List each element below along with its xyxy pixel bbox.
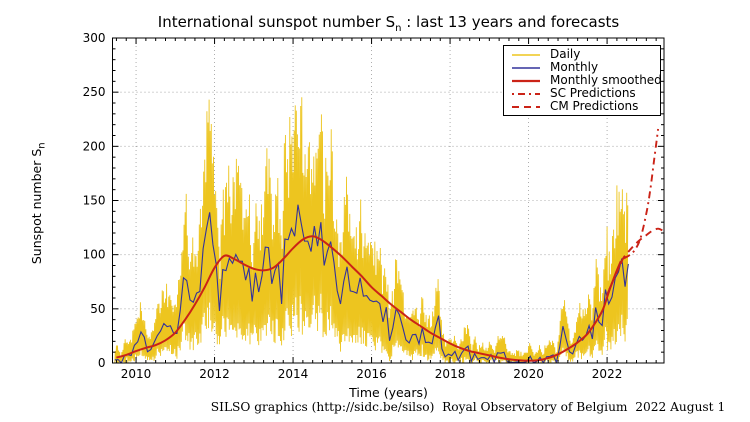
- tick-labels: 2010 2012 2014 2016 2018 2020 2022 0 50 100 150 200…: [83, 31, 623, 381]
- legend-line-sample-icon: [512, 53, 540, 56]
- x-tick-label: 2010: [121, 367, 152, 381]
- monthly-series-line: [114, 204, 629, 363]
- x-tick-label: 2014: [278, 367, 309, 381]
- legend-line-sample-icon: [512, 92, 540, 95]
- legend-label: Monthly smoothed: [550, 73, 662, 87]
- x-tick-label: 2018: [435, 367, 466, 381]
- y-tick-label: 0: [98, 356, 106, 370]
- legend-item-daily: Daily: [511, 48, 656, 61]
- x-tick-label: 2016: [356, 367, 387, 381]
- cm-predictions-line: [606, 227, 664, 296]
- chart-legend: Daily Monthly Monthly smoothed SC Predictio…: [503, 45, 662, 116]
- legend-line-sample-icon: [512, 66, 540, 69]
- legend-line-sample-icon: [512, 105, 540, 108]
- legend-label: Daily: [550, 47, 581, 61]
- chart-title-subscript: n: [395, 23, 402, 34]
- legend-item-monthly: Monthly: [511, 61, 656, 74]
- legend-label: SC Predictions: [550, 86, 636, 100]
- y-tick-label: 150: [83, 194, 106, 208]
- legend-item-cm-predictions: CM Predictions: [511, 100, 656, 113]
- chart-title-suffix: : last 13 years and forecasts: [401, 13, 620, 31]
- y-tick-label: 100: [83, 248, 106, 262]
- legend-item-sc-predictions: SC Predictions: [511, 87, 656, 100]
- monthly-smoothed-series-line: [116, 235, 622, 362]
- y-axis-label-text: Sunspot number S: [28, 148, 44, 265]
- y-tick-label: 250: [83, 85, 106, 99]
- credit-caption: SILSO graphics (http://sidc.be/silso) Ro…: [210, 400, 726, 414]
- data-series-group: [114, 97, 664, 363]
- axis-ticks: [112, 37, 664, 364]
- y-tick-label: 300: [83, 31, 106, 45]
- y-tick-label: 50: [90, 302, 105, 316]
- chart-title-text: International sunspot number S: [157, 13, 396, 31]
- legend-label: Monthly: [550, 60, 599, 74]
- legend-line-sample-icon: [512, 79, 540, 82]
- y-axis-label: Sunspot number Sn: [29, 78, 48, 328]
- y-tick-label: 200: [83, 139, 106, 153]
- legend-item-monthly-smoothed: Monthly smoothed: [511, 74, 662, 87]
- x-tick-label: 2022: [592, 367, 623, 381]
- x-tick-label: 2020: [513, 367, 544, 381]
- y-axis-label-subscript: n: [36, 142, 48, 149]
- legend-label: CM Predictions: [550, 99, 639, 113]
- chart-title: International sunspot number Sn : last 1…: [113, 13, 664, 34]
- x-tick-label: 2012: [199, 367, 230, 381]
- x-axis-label: Time (years): [349, 385, 428, 400]
